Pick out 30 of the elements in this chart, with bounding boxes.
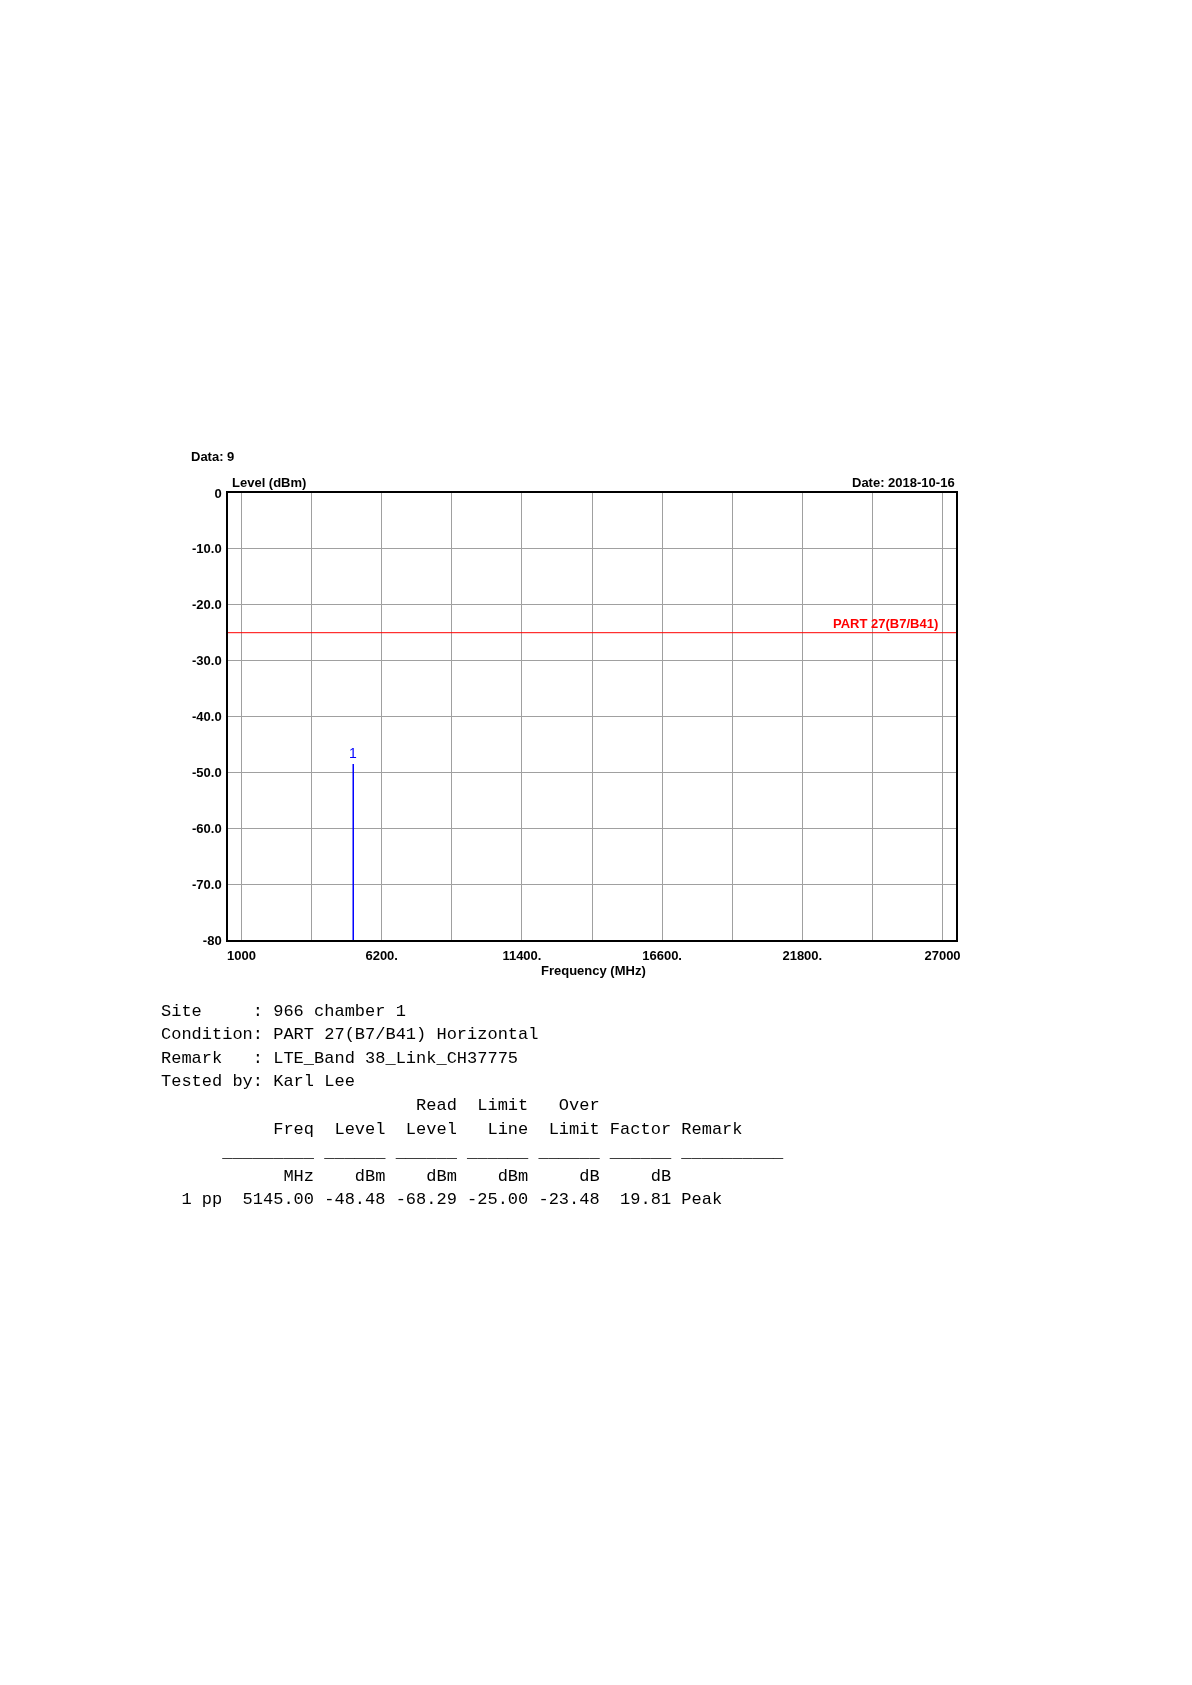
text: Tested by: Karl Lee [161,1072,355,1091]
y-tick-label: -40.0 [192,709,222,725]
x-tick-label: 11400. [502,948,542,964]
y-tick-label: -30.0 [192,653,222,669]
y-tick-label: -80 [202,932,222,948]
text: 1 pp 5145.00 -48.48 -68.29 -25.00 -23.48 19.81 Peak [161,1190,723,1209]
chart-title: Data: 9 [191,448,235,464]
text: Read Limit Over [161,1096,600,1115]
text: MHz dBm dBm dBm dB dB [161,1167,672,1186]
x-tick-label: 1000 [227,948,256,964]
y-tick-label: 0 [214,485,222,501]
x-tick-label: 6200. [365,948,398,964]
text: _________ ______ ______ ______ ______ ______ __________ [161,1143,785,1162]
text: Remark : LTE_Band 38_Link_CH37775 [161,1049,519,1068]
text: Condition: PART 27(B7/B41) Horizontal [161,1025,539,1044]
y-tick-label: -10.0 [192,541,222,557]
x-tick-label: 21800. [782,948,823,964]
ref-line-label: PART 27(B7/B41) [833,616,939,631]
x-tick-label: 16600. [642,948,682,964]
y-tick-label: -60.0 [192,820,222,836]
y-tick-label: -20.0 [192,597,222,613]
x-axis-title: Frequency (MHz) [541,963,646,978]
y-tick-label: -50.0 [192,764,222,780]
text: Freq Level Level Line Limit Factor Remark [161,1120,743,1139]
x-tick-label: 27000 [924,948,961,964]
chart-subtitle: Date: 2018-10-16 [852,475,955,490]
series-label: 1 [349,745,357,761]
y-axis-title: Level (dBm) [232,475,307,490]
y-tick-label: -70.0 [192,876,222,892]
text: Site : 966 chamber 1 [161,1002,406,1021]
